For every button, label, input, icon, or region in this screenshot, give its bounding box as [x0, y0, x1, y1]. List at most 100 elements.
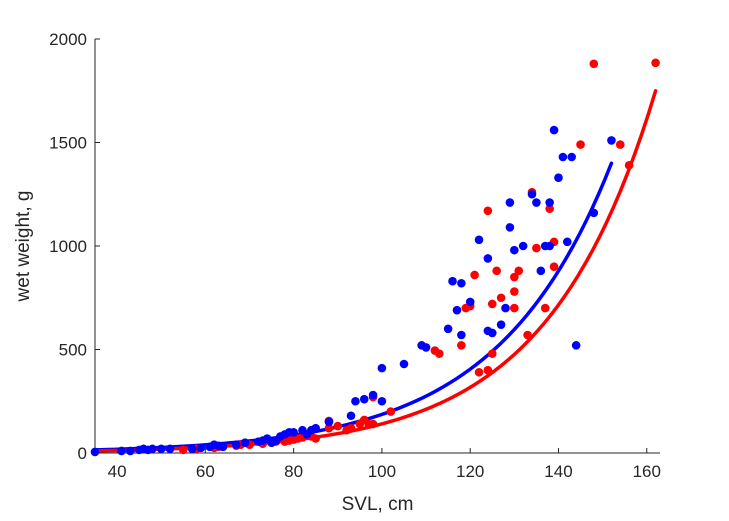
x-tick-label: 60: [196, 462, 215, 481]
data-point-series-0: [545, 204, 554, 214]
data-point-series-1: [545, 198, 554, 207]
data-point-series-0: [540, 303, 550, 313]
data-point-series-1: [289, 428, 298, 437]
data-point-series-0: [576, 140, 585, 149]
data-point-series-0: [386, 407, 396, 416]
data-point-series-1: [571, 341, 581, 350]
data-point-series-1: [487, 328, 497, 338]
data-point-series-1: [377, 363, 387, 373]
data-point-series-1: [240, 438, 250, 447]
x-tick-label: 160: [633, 462, 661, 481]
data-point-series-0: [178, 445, 188, 455]
x-axis-label: SVL, cm: [342, 494, 414, 515]
data-point-series-1: [483, 254, 493, 263]
data-point-series-0: [487, 299, 497, 309]
data-point-series-1: [536, 266, 546, 276]
data-point-series-0: [346, 423, 356, 433]
data-point-series-1: [452, 305, 462, 315]
data-point-series-1: [377, 396, 387, 406]
data-point-series-1: [549, 125, 559, 135]
data-point-series-0: [311, 434, 321, 443]
data-point-series-1: [156, 444, 166, 454]
x-tick-label: 120: [456, 462, 484, 481]
data-point-series-1: [465, 297, 475, 307]
data-point-series-0: [510, 272, 519, 282]
data-point-series-1: [474, 235, 484, 245]
data-point-series-0: [324, 423, 334, 433]
data-point-series-1: [527, 189, 537, 199]
data-point-series-0: [510, 303, 519, 313]
data-point-series-0: [510, 287, 519, 296]
data-point-series-1: [90, 447, 100, 457]
data-point-series-1: [554, 173, 563, 182]
data-point-series-0: [333, 421, 343, 431]
data-point-series-1: [311, 423, 321, 433]
data-point-series-0: [487, 349, 497, 358]
x-ticks: 40 60 80 100 120 140 160: [108, 448, 661, 481]
data-point-series-1: [231, 440, 241, 450]
data-point-series-0: [549, 262, 559, 272]
data-point-series-1: [457, 330, 466, 340]
data-point-series-0: [457, 341, 466, 350]
data-point-series-0: [624, 160, 634, 170]
data-point-series-1: [148, 444, 157, 454]
data-point-series-1: [117, 446, 126, 456]
data-point-series-1: [545, 241, 554, 251]
data-point-series-0: [651, 58, 660, 68]
data-point-series-1: [443, 324, 453, 334]
data-point-series-1: [359, 394, 369, 404]
data-point-series-1: [351, 396, 360, 406]
data-point-series-1: [196, 443, 206, 453]
axes: 40 60 80 100 120 140 160 0 500 1000 1500 2000: [49, 30, 661, 481]
data-point-series-1: [421, 343, 431, 352]
data-point-series-1: [218, 442, 228, 452]
data-point-series-0: [496, 293, 506, 303]
data-point-series-1: [187, 444, 197, 454]
data-point-series-1: [589, 208, 599, 218]
data-point-series-1: [457, 278, 466, 288]
data-point-series-1: [448, 276, 457, 286]
data-point-series-1: [501, 303, 510, 313]
data-point-series-1: [496, 320, 506, 329]
data-point-series-0: [523, 330, 532, 340]
fit-curve-0: [93, 161, 614, 452]
data-point-series-0: [470, 270, 479, 280]
data-point-series-1: [126, 446, 135, 456]
data-point-series-1: [505, 198, 515, 207]
data-point-series-0: [483, 365, 493, 375]
data-point-series-1: [563, 237, 572, 247]
data-point-series-1: [399, 359, 409, 369]
data-point-series-0: [615, 140, 625, 149]
data-point-series-0: [514, 266, 524, 276]
data-point-series-0: [368, 419, 378, 429]
data-point-series-1: [165, 444, 175, 454]
y-tick-label: 1500: [49, 134, 87, 153]
x-tick-label: 140: [544, 462, 572, 481]
y-axis-label: wet weight, g: [13, 191, 34, 303]
y-tick-label: 500: [59, 341, 87, 360]
data-point-series-1: [505, 223, 515, 232]
data-point-series-0: [492, 266, 501, 276]
x-tick-label: 40: [108, 462, 127, 481]
x-tick-label: 100: [368, 462, 396, 481]
data-point-series-1: [567, 152, 577, 162]
data-point-series-1: [346, 411, 356, 421]
data-point-series-1: [518, 241, 528, 251]
x-tick-label: 80: [284, 462, 303, 481]
data-point-series-0: [589, 59, 599, 69]
data-point-series-1: [558, 152, 568, 162]
data-point-series-1: [607, 136, 616, 145]
y-ticks: 0 500 1000 1500 2000: [49, 30, 100, 463]
data-point-series-1: [510, 245, 519, 255]
data-point-series-0: [474, 367, 484, 377]
y-tick-label: 0: [78, 444, 87, 463]
y-tick-label: 2000: [49, 30, 87, 49]
data-point-series-0: [434, 349, 444, 358]
data-point-series-1: [324, 417, 334, 427]
y-tick-label: 1000: [49, 237, 87, 256]
data-point-series-1: [532, 198, 541, 207]
data-point-series-0: [532, 243, 541, 253]
data-point-series-0: [483, 206, 493, 216]
data-points: [90, 58, 660, 457]
